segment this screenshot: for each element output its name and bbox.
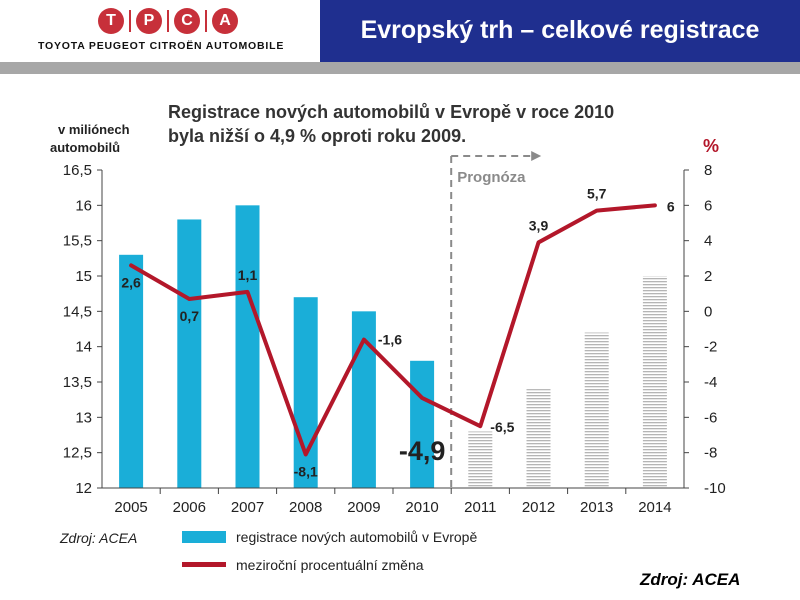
tpca-logo: T P C A TOYOTA PEUGEOT CITROËN AUTOMOBIL… <box>38 8 298 58</box>
chart-title-line2: byla nižší o 4,9 % oproti roku 2009. <box>168 126 466 146</box>
legend: registrace nových automobilů v Evropě me… <box>182 529 477 573</box>
y-left-tick-label: 14,5 <box>63 303 92 320</box>
logo-letter: A <box>212 8 238 34</box>
y-left-tick-label: 14 <box>75 339 92 356</box>
bar <box>468 431 493 488</box>
data-label: 3,9 <box>529 217 549 233</box>
chart-title-group: Registrace nových automobilů v Evropě v … <box>168 102 614 146</box>
legend-label-bars: registrace nových automobilů v Evropě <box>236 529 477 545</box>
bar <box>235 205 260 489</box>
y-left-tick-label: 15 <box>75 268 92 285</box>
logo-letter: C <box>174 8 200 34</box>
source-inline: Zdroj: ACEA <box>59 530 137 546</box>
legend-swatch-bars <box>182 531 226 543</box>
chart-title-line1: Registrace nových automobilů v Evropě v … <box>168 102 614 122</box>
x-tick-label: 2010 <box>405 499 438 516</box>
y-right-tick-label: -2 <box>704 339 717 356</box>
x-tick-label: 2011 <box>464 499 496 516</box>
y-right-tick-label: -4 <box>704 374 717 391</box>
y-right-tick-label: 4 <box>704 233 712 250</box>
bar <box>526 389 551 488</box>
data-label: -6,5 <box>490 419 514 435</box>
bar-series <box>119 205 667 489</box>
y-axis-left-label-line1: v miliónech <box>58 122 130 137</box>
x-tick-label: 2006 <box>173 499 206 516</box>
x-tick-label: 2012 <box>522 499 555 516</box>
forecast-region: Prognóza <box>450 151 542 488</box>
bar <box>177 219 202 488</box>
registrations-chart: Registrace nových automobilů v Evropě v … <box>50 102 726 573</box>
logo-separator <box>167 10 169 32</box>
header-divider <box>0 62 800 74</box>
data-labels: 2,6 0,7 1,1 -8,1 -1,6 -4,9 -6,5 3,9 5,7 6 <box>121 186 675 480</box>
y-left-tick-label: 16,5 <box>63 162 92 179</box>
data-label: 6 <box>667 198 675 214</box>
legend-label-line: meziroční procentuální změna <box>236 557 424 573</box>
y-left-tick-label: 13 <box>75 409 92 426</box>
legend-swatch-line <box>182 562 226 567</box>
y-left-tick-label: 13,5 <box>63 374 92 391</box>
y-right-tick-label: -8 <box>704 445 717 462</box>
y-right-tick-label: 8 <box>704 162 712 179</box>
y-left-tick-label: 16 <box>75 197 92 214</box>
x-tick-label: 2007 <box>231 499 264 516</box>
bar <box>584 332 609 488</box>
y-left-tick-label: 12 <box>75 480 92 497</box>
header: T P C A TOYOTA PEUGEOT CITROËN AUTOMOBIL… <box>0 0 800 64</box>
forecast-arrow-head <box>531 151 542 161</box>
bar <box>119 254 144 488</box>
source-footer: Zdroj: ACEA <box>640 570 741 589</box>
data-label: -1,6 <box>378 332 402 348</box>
logo-letter: P <box>136 8 162 34</box>
x-tick-label: 2008 <box>289 499 322 516</box>
y-right-tick-label: -10 <box>704 480 726 497</box>
slide-title-bar: Evropský trh – celkové registrace <box>320 0 800 62</box>
data-label: -8,1 <box>294 463 318 479</box>
y-left-tick-label: 15,5 <box>63 233 92 250</box>
data-label: 5,7 <box>587 186 607 202</box>
y-right-tick-label: -6 <box>704 409 717 426</box>
x-tick-label: 2014 <box>638 499 671 516</box>
data-label: 2,6 <box>121 274 141 290</box>
y-right-tick-label: 0 <box>704 303 712 320</box>
x-tick-label: 2009 <box>347 499 380 516</box>
slide-title: Evropský trh – celkové registrace <box>360 16 760 44</box>
y-left-tick-label: 12,5 <box>63 445 92 462</box>
data-label: 0,7 <box>180 308 200 324</box>
axes: 12 12,5 13 13,5 14 14,5 15 15,5 16 16,5 -10 -8 -6 -4 -… <box>63 162 726 516</box>
bar <box>410 360 435 488</box>
forecast-label: Prognóza <box>457 169 526 186</box>
x-tick-label: 2013 <box>580 499 613 516</box>
logo-separator <box>129 10 131 32</box>
y-right-tick-label: 6 <box>704 197 712 214</box>
data-label: 1,1 <box>238 267 258 283</box>
logo-tagline: TOYOTA PEUGEOT CITROËN AUTOMOBILE <box>38 40 285 52</box>
bar <box>642 276 667 488</box>
bar <box>293 297 318 488</box>
y-axis-right-label: % <box>703 136 719 156</box>
x-tick-label: 2005 <box>114 499 147 516</box>
data-label-highlight: -4,9 <box>399 436 446 466</box>
y-axis-left-label-line2: automobilů <box>50 140 120 155</box>
yoy-change-line <box>129 203 657 457</box>
logo-letter: T <box>98 8 124 34</box>
line-series <box>129 203 657 457</box>
logo-separator <box>205 10 207 32</box>
y-right-tick-label: 2 <box>704 268 712 285</box>
